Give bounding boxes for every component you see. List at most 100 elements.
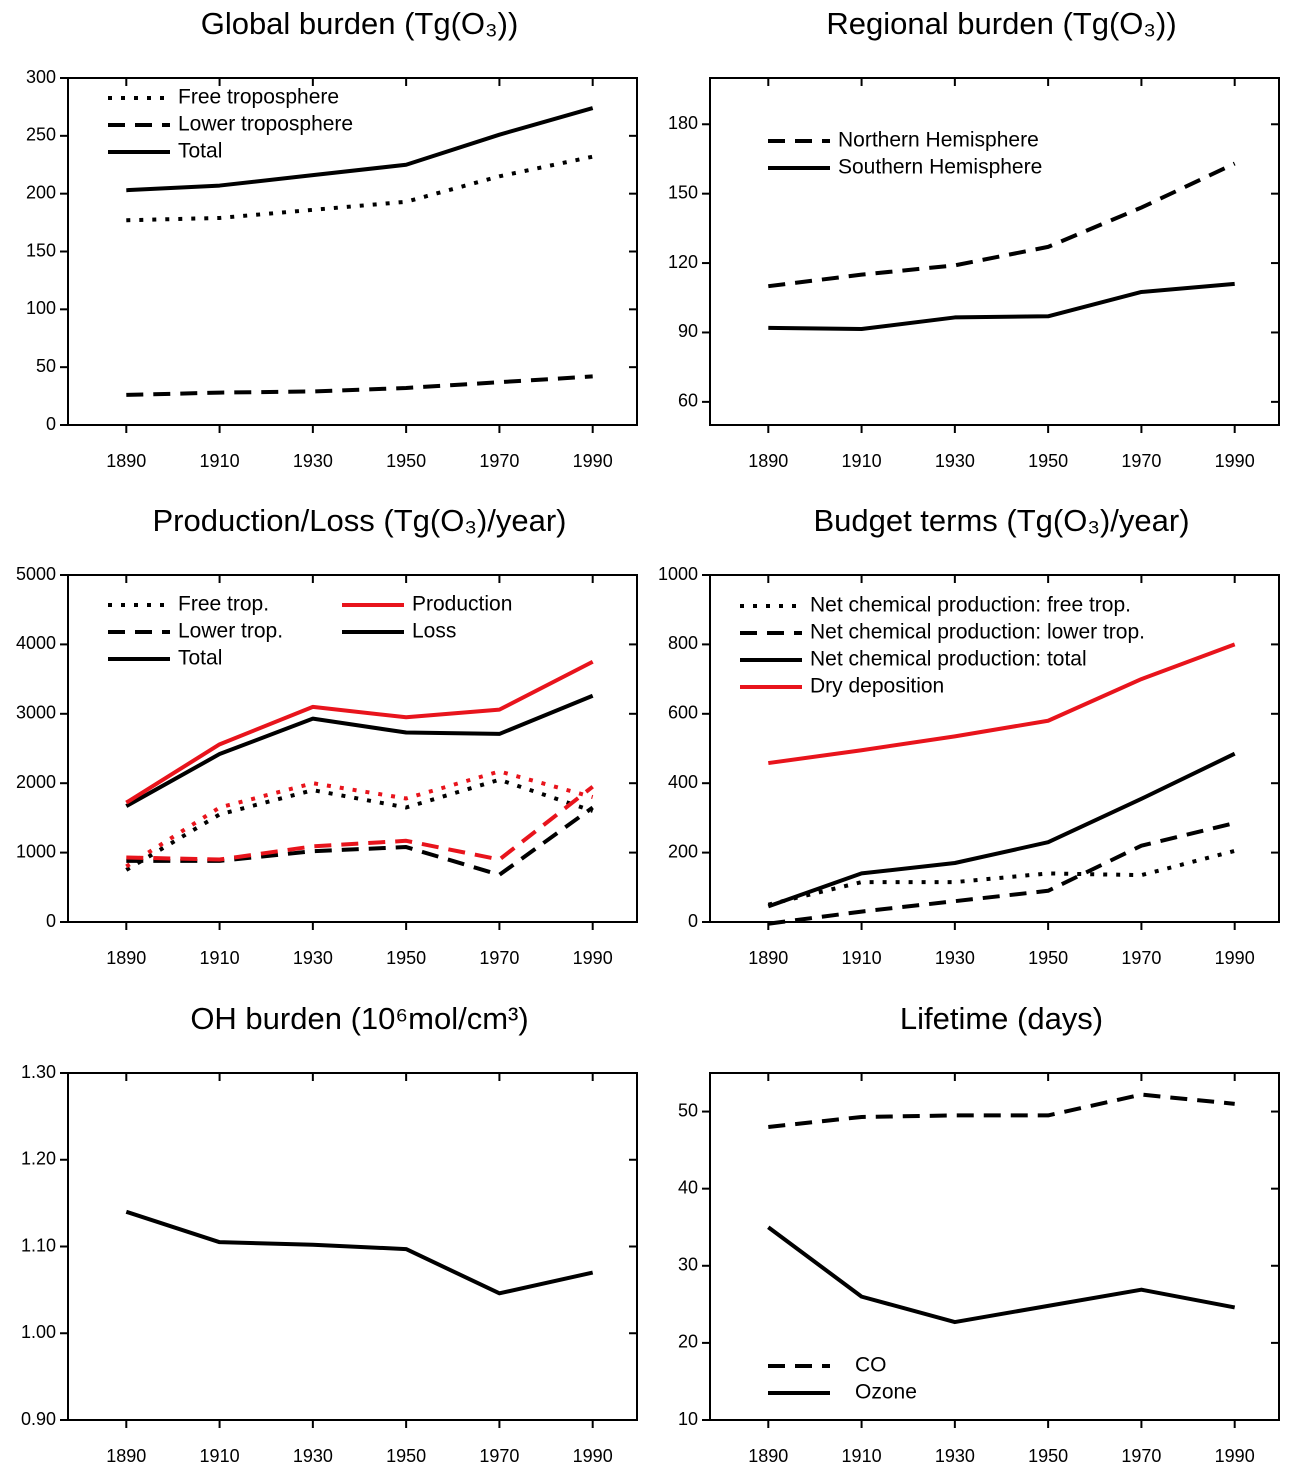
y-tick-label: 50 [36,356,56,376]
y-tick-label: 5000 [16,564,56,584]
y-tick-label: 0 [688,911,698,931]
x-tick-label: 1910 [842,1446,882,1466]
x-tick-label: 1950 [386,451,426,471]
plot-frame [709,77,1280,426]
x-tick-label: 1950 [1028,1446,1068,1466]
y-tick-label: 400 [668,772,698,792]
x-tick-label: 1930 [293,451,333,471]
legend-label: Lower trop. [178,620,283,643]
legend-label: Dry deposition [810,675,944,698]
x-tick-label: 1910 [842,451,882,471]
y-tick-label: 200 [26,182,56,202]
legend-label: Loss [412,620,456,643]
y-tick-label: 0 [46,911,56,931]
x-tick-label: 1950 [386,948,426,968]
legend-label: Ozone [855,1381,917,1404]
x-tick-label: 1930 [935,948,975,968]
y-tick-label: 600 [668,703,698,723]
y-tick-label: 40 [678,1177,698,1197]
y-tick-label: 100 [26,298,56,318]
legend-label: Net chemical production: free trop. [810,594,1131,617]
data-line [126,785,594,862]
chart-title: Production/Loss (Tg(O₃)/year) [152,503,566,538]
data-line [767,1225,1236,1325]
legend-label: Free troposphere [178,86,339,109]
x-tick-label: 1930 [293,1446,333,1466]
legend-label: Net chemical production: total [810,648,1087,671]
data-line [126,154,594,223]
x-tick-label: 1990 [1215,451,1255,471]
y-tick-label: 50 [678,1100,698,1120]
data-line [125,693,594,808]
x-tick-label: 1970 [479,1446,519,1466]
y-tick-label: 10 [678,1409,698,1429]
y-tick-label: 90 [678,321,698,341]
x-tick-label: 1970 [1121,1446,1161,1466]
y-tick-label: 1000 [658,564,698,584]
y-tick-label: 30 [678,1255,698,1275]
data-line [125,769,594,869]
data-line [126,106,594,193]
legend-label: Total [178,647,222,670]
chart-title: Regional burden (Tg(O₃)) [826,6,1176,41]
y-tick-label: 120 [668,252,698,272]
x-tick-label: 1970 [479,948,519,968]
x-tick-label: 1990 [1215,1446,1255,1466]
plot-frame [709,574,1280,923]
x-tick-label: 1990 [573,948,613,968]
y-tick-label: 1.10 [21,1235,56,1255]
x-tick-label: 1930 [935,451,975,471]
y-tick-label: 2000 [16,772,56,792]
data-line [767,848,1236,907]
x-tick-label: 1990 [1215,948,1255,968]
legend-label: CO [855,1354,887,1377]
y-tick-label: 1.20 [21,1149,56,1169]
x-tick-label: 1950 [1028,948,1068,968]
x-tick-label: 1890 [748,948,788,968]
plot-frame [709,1072,1280,1421]
x-tick-label: 1910 [200,451,240,471]
chart-title: Budget terms (Tg(O₃)/year) [813,503,1189,538]
data-line [768,281,1235,331]
x-tick-label: 1930 [935,1446,975,1466]
legend-label: Southern Hemisphere [838,156,1042,179]
x-tick-label: 1990 [573,1446,613,1466]
x-tick-label: 1910 [200,948,240,968]
x-tick-label: 1910 [842,948,882,968]
chart-title: Lifetime (days) [900,1001,1103,1036]
chart-title: Global burden (Tg(O₃)) [201,6,519,41]
y-tick-label: 300 [26,67,56,87]
x-tick-label: 1890 [748,1446,788,1466]
data-line [768,161,1236,289]
y-tick-label: 150 [26,240,56,260]
y-tick-label: 0 [46,414,56,434]
y-tick-label: 1.30 [21,1062,56,1082]
x-tick-label: 1910 [200,1446,240,1466]
y-tick-label: 200 [668,841,698,861]
x-tick-label: 1990 [573,451,613,471]
chart-title: OH burden (10⁶mol/cm³) [190,1001,528,1036]
y-tick-label: 0.90 [21,1409,56,1429]
y-tick-label: 180 [668,113,698,133]
x-tick-label: 1890 [106,451,146,471]
data-line [768,1092,1235,1129]
y-tick-label: 1000 [16,841,56,861]
y-tick-label: 4000 [16,633,56,653]
x-tick-label: 1890 [106,1446,146,1466]
legend-label: Net chemical production: lower trop. [810,621,1145,644]
y-tick-label: 1.00 [21,1322,56,1342]
legend-label: Total [178,140,222,163]
data-line [125,1209,594,1296]
y-tick-label: 3000 [16,703,56,723]
x-tick-label: 1950 [1028,451,1068,471]
data-line [767,751,1236,909]
data-line [768,821,1236,926]
y-tick-label: 150 [668,182,698,202]
x-tick-label: 1890 [106,948,146,968]
y-tick-label: 60 [678,391,698,411]
y-tick-label: 250 [26,125,56,145]
legend-label: Free trop. [178,593,269,616]
data-line [126,374,593,397]
data-line [768,642,1236,766]
